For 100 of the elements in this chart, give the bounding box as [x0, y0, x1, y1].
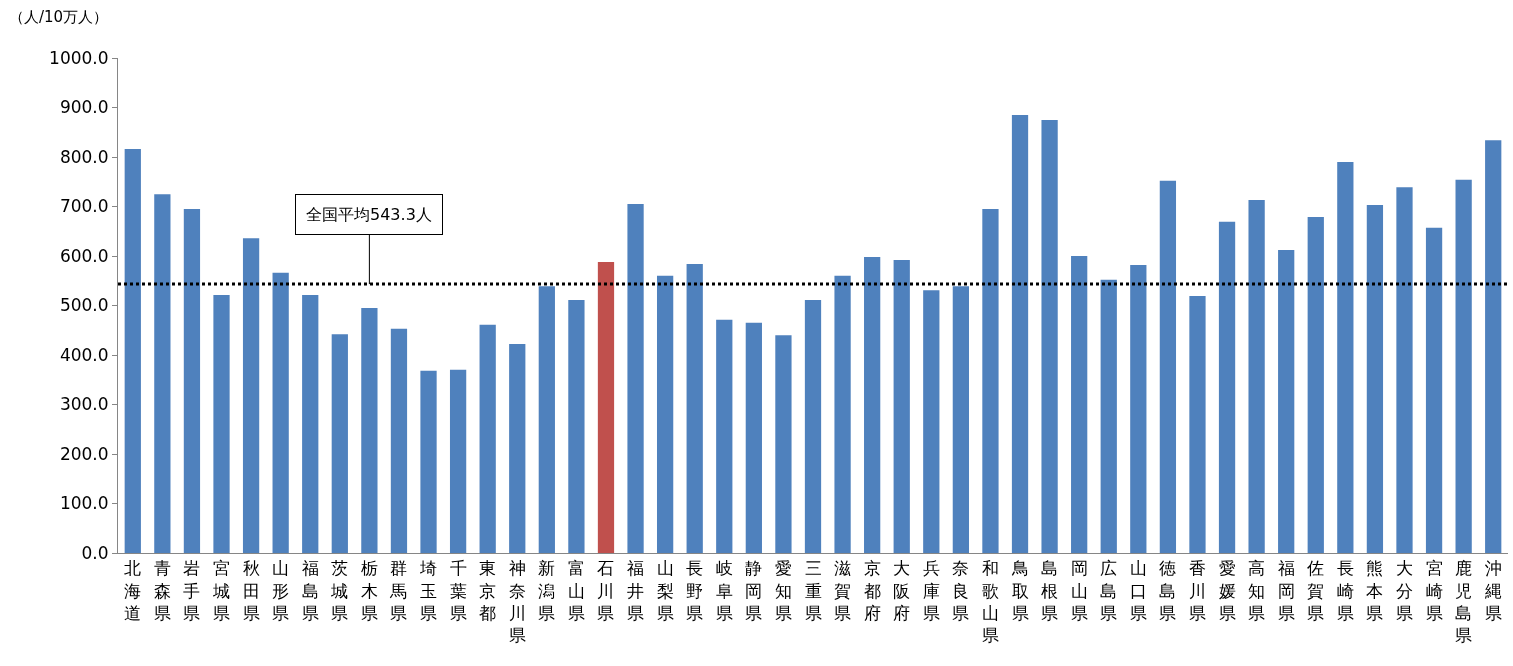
- x-tick-label: 石川県: [597, 558, 615, 623]
- x-tick-label: 熊本県: [1366, 558, 1384, 623]
- x-tick-label: 島根県: [1041, 558, 1059, 623]
- bar: [1307, 216, 1324, 553]
- x-tick-label: 広島県: [1100, 558, 1118, 623]
- bar: [893, 259, 910, 553]
- y-tick-label: 900.0: [59, 97, 109, 118]
- x-tick-label: 鳥取県: [1010, 558, 1029, 623]
- bar: [804, 300, 822, 553]
- bar: [686, 263, 703, 553]
- ref-line-label: 全国平均543.3人: [306, 205, 432, 224]
- bar: [1337, 161, 1354, 553]
- bar: [302, 295, 319, 553]
- x-tick-label: 山形県: [272, 558, 290, 623]
- y-tick-label: 500.0: [59, 295, 109, 316]
- x-tick-label: 高知県: [1248, 558, 1266, 623]
- y-tick-label: 400.0: [59, 344, 109, 365]
- x-tick-label: 福岡県: [1277, 558, 1295, 623]
- bar: [864, 256, 881, 553]
- x-tick-label: 愛知県: [774, 558, 792, 623]
- x-tick-label: 大阪府: [893, 558, 911, 623]
- bar: [1278, 250, 1295, 553]
- bar: [124, 149, 141, 553]
- x-tick-label: 静岡県: [745, 558, 763, 623]
- bar: [1455, 179, 1472, 553]
- x-tick-label: 栃木県: [360, 558, 378, 623]
- x-tick-label: 奈良県: [952, 558, 970, 623]
- bar: [272, 272, 289, 553]
- bar: [834, 275, 851, 553]
- x-tick-label: 福島県: [301, 558, 319, 623]
- x-tick-label: 長野県: [686, 558, 704, 623]
- y-tick-label: 300.0: [59, 394, 109, 415]
- bar: [1218, 221, 1236, 553]
- y-tick-label: 800.0: [59, 146, 109, 167]
- x-tick-label: 岐阜県: [715, 558, 733, 623]
- bar: [183, 208, 201, 553]
- bar: [1248, 200, 1265, 553]
- x-tick-label: 愛媛県: [1218, 558, 1236, 623]
- bar: [154, 194, 171, 553]
- bar: [538, 286, 555, 553]
- x-tick-label: 岡山県: [1070, 558, 1088, 623]
- x-tick-label: 新潟県: [538, 558, 556, 623]
- bar: [242, 238, 260, 553]
- x-tick-label: 兵庫県: [922, 558, 940, 623]
- x-tick-label: 和歌山県: [981, 558, 999, 645]
- bar: [1485, 140, 1502, 553]
- bar: [656, 275, 674, 553]
- y-tick-label: 0.0: [81, 542, 109, 563]
- x-tick-label: 東京都: [479, 558, 497, 623]
- bar: [627, 204, 644, 553]
- x-tick-label: 山口県: [1129, 558, 1147, 623]
- bar: [449, 369, 467, 553]
- bar: [745, 322, 762, 553]
- x-tick-label: 神奈川県: [508, 558, 526, 645]
- x-tick-label: 大分県: [1395, 558, 1413, 623]
- x-tick-label: 富山県: [567, 558, 585, 623]
- x-tick-label: 山梨県: [656, 558, 674, 623]
- bar: [509, 344, 526, 553]
- x-tick-label: 千葉県: [449, 558, 467, 623]
- bar: [1100, 279, 1117, 553]
- x-tick-label: 青森県: [153, 558, 171, 623]
- x-tick-label: 茨城県: [330, 558, 349, 623]
- bar: [775, 335, 792, 553]
- x-tick-label: 群馬県: [389, 558, 408, 623]
- x-tick-label: 鹿児島県: [1455, 558, 1473, 645]
- y-tick-label: 700.0: [59, 196, 109, 217]
- bar: [420, 370, 437, 553]
- bar: [361, 307, 378, 553]
- y-tick-label: 200.0: [59, 443, 109, 464]
- bar: [716, 319, 733, 553]
- bar: [1011, 114, 1029, 553]
- x-tick-label: 三重県: [804, 558, 822, 623]
- x-tick-label: 秋田県: [242, 558, 260, 623]
- bar: [1366, 205, 1384, 553]
- bar: [479, 324, 496, 553]
- bar: [390, 328, 408, 553]
- bar: [1425, 227, 1443, 553]
- x-tick-label: 徳島県: [1159, 558, 1177, 623]
- bar: [1071, 256, 1088, 553]
- bar: [923, 290, 940, 553]
- x-tick-label: 宮崎県: [1425, 558, 1443, 623]
- bar: [331, 334, 348, 553]
- bar: [568, 300, 585, 553]
- bar: [1396, 187, 1413, 553]
- y-tick-label: 100.0: [59, 493, 109, 514]
- x-tick-label: 岩手県: [183, 558, 201, 623]
- bar: [1041, 119, 1058, 553]
- x-tick-label: 佐賀県: [1307, 558, 1325, 623]
- bar: [952, 286, 970, 553]
- bar: [1159, 180, 1177, 553]
- bar: [1130, 264, 1147, 553]
- x-tick-label: 埼玉県: [419, 558, 438, 623]
- x-tick-label: 滋賀県: [834, 558, 852, 623]
- x-tick-label: 沖縄県: [1483, 558, 1502, 623]
- x-tick-label: 福井県: [627, 558, 645, 623]
- x-tick-label: 香川県: [1188, 558, 1206, 623]
- x-tick-label: 北海道: [124, 558, 142, 623]
- bar: [597, 261, 615, 553]
- bar: [1189, 296, 1206, 553]
- bar: [213, 295, 230, 553]
